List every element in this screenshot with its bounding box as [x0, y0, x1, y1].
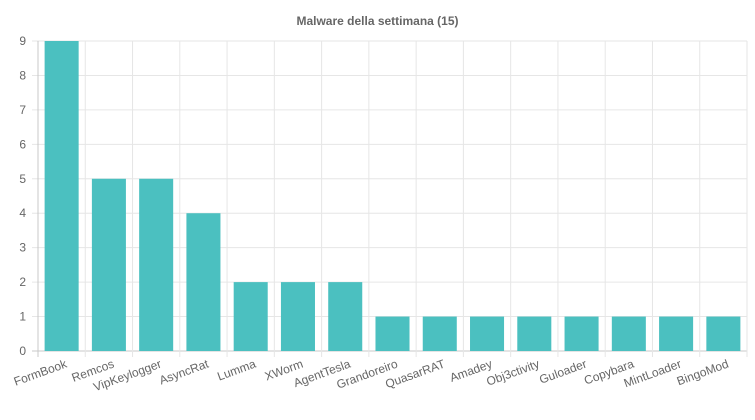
bar — [659, 316, 694, 351]
bar — [706, 316, 741, 351]
y-tick-label: 7 — [19, 103, 26, 117]
bar — [233, 282, 268, 351]
y-tick-label: 2 — [19, 275, 26, 289]
bar — [280, 282, 315, 351]
bar — [91, 178, 126, 351]
x-tick-label: AsyncRat — [157, 356, 211, 387]
y-tick-label: 1 — [19, 310, 26, 324]
y-tick-label: 6 — [19, 137, 26, 151]
y-tick-label: 8 — [19, 68, 26, 82]
bar — [186, 213, 221, 351]
bar — [139, 178, 174, 351]
x-tick-label: Obj3ctivity — [485, 357, 542, 389]
bar — [611, 316, 646, 351]
bar — [375, 316, 410, 351]
x-tick-label: Guloader — [537, 357, 588, 387]
y-tick-label: 3 — [19, 241, 26, 255]
bar — [517, 316, 552, 351]
x-tick-label: BingoMod — [675, 357, 731, 389]
bar — [564, 316, 599, 351]
y-tick-label: 5 — [19, 172, 26, 186]
bar — [470, 316, 505, 351]
y-tick-label: 9 — [19, 34, 26, 48]
x-tick-label: FormBook — [12, 356, 70, 388]
y-tick-label: 4 — [19, 206, 26, 220]
y-tick-label: 0 — [19, 344, 26, 358]
bar — [422, 316, 457, 351]
bar — [44, 41, 79, 351]
chart-title: Malware della settimana (15) — [296, 14, 459, 28]
bar — [328, 282, 363, 351]
x-tick-label: Lumma — [215, 357, 258, 384]
